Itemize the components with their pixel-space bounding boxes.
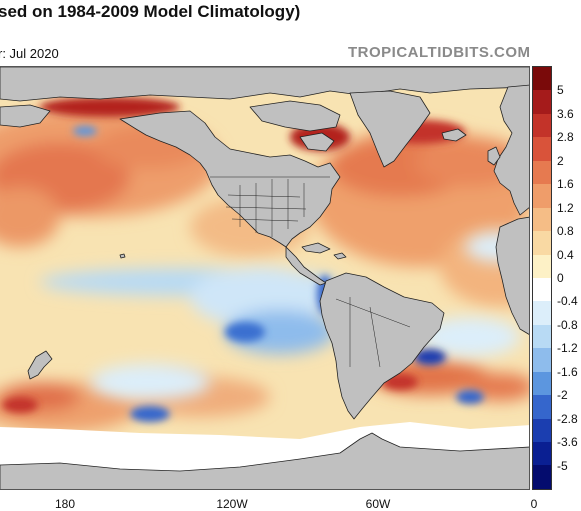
colorbar-segment xyxy=(533,90,551,114)
colorbar-tick-label: -0.8 xyxy=(557,317,578,332)
colorbar-segment xyxy=(533,184,551,208)
colorbar-tick-label: -5 xyxy=(557,458,568,473)
colorbar-segment xyxy=(533,348,551,372)
map-canvas xyxy=(0,67,529,489)
colorbar-tick-label: 0.8 xyxy=(557,224,574,239)
colorbar-segment xyxy=(533,207,551,232)
colorbar-segment xyxy=(533,231,551,255)
colorbar-tick-label: 2 xyxy=(557,153,564,168)
colorbar-segment xyxy=(533,301,551,325)
state-borders xyxy=(210,176,411,368)
colorbar-tick-label: -2 xyxy=(557,388,568,403)
cool-anomaly-fields xyxy=(40,232,529,400)
colorbar-segment xyxy=(533,113,551,138)
colorbar-segment xyxy=(533,395,551,419)
brand-watermark: TROPICALTIDBITS.COM xyxy=(348,44,531,61)
colorbar-segment xyxy=(533,465,551,489)
lon-label-60w: 60W xyxy=(365,497,391,511)
colorbar xyxy=(532,66,552,490)
colorbar-tick-label: -1.6 xyxy=(557,364,578,379)
land-masses xyxy=(0,67,529,489)
colorbar-segment xyxy=(533,160,551,185)
colorbar-tick-label: 1.6 xyxy=(557,177,574,192)
colorbar-tick-label: 5 xyxy=(557,83,564,98)
colorbar-segment xyxy=(533,324,551,349)
colorbar-segment xyxy=(533,277,551,302)
sst-anomaly-map xyxy=(0,66,530,490)
colorbar-tick-label: 2.8 xyxy=(557,130,574,145)
map-title: sed on 1984-2009 Model Climatology) xyxy=(0,2,301,21)
lon-label-120w: 120W xyxy=(216,497,248,511)
map-subtitle: r: Jul 2020 xyxy=(0,46,59,61)
colorbar-tick-label: -2.8 xyxy=(557,411,578,426)
colorbar-segment xyxy=(533,442,551,466)
colorbar-segment xyxy=(533,371,551,396)
colorbar-tick-label: -3.6 xyxy=(557,435,578,450)
lon-label-180: 180 xyxy=(54,497,76,511)
colorbar-segment xyxy=(533,137,551,161)
colorbar-tick-label: 0.4 xyxy=(557,247,574,262)
colorbar-tick-label: -0.4 xyxy=(557,294,578,309)
colorbar-tick-label: -1.2 xyxy=(557,341,578,356)
colorbar-tick-label: 3.6 xyxy=(557,106,574,121)
colorbar-tick-label: 1.2 xyxy=(557,200,574,215)
colorbar-segment xyxy=(533,254,551,278)
colorbar-segment xyxy=(533,418,551,442)
warm-anomaly-fields xyxy=(0,107,529,432)
colorbar-tick-label: 0 xyxy=(557,271,564,285)
colorbar-segment xyxy=(533,67,551,91)
lon-label-0: 0 xyxy=(530,497,538,511)
